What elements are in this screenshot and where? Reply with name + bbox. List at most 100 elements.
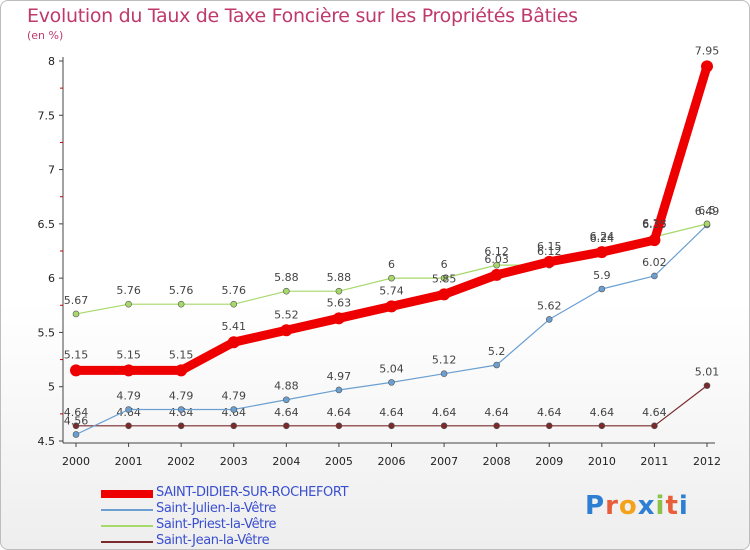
data-label: 4.79	[222, 390, 247, 403]
data-point	[440, 370, 448, 377]
data-point	[385, 300, 398, 313]
data-point	[177, 300, 185, 308]
data-label: 4.56	[64, 414, 89, 427]
series-line	[75, 224, 708, 436]
data-point	[125, 422, 132, 430]
data-point	[72, 422, 80, 430]
data-point	[283, 422, 290, 430]
data-label: 5.52	[274, 308, 299, 321]
legend-label: SAINT-DIDIER-SUR-ROCHEFORT	[156, 485, 349, 500]
data-point	[335, 287, 343, 295]
data-point	[280, 324, 293, 337]
data-label: 4.79	[169, 390, 194, 403]
data-label: 5.67	[64, 294, 89, 307]
data-label: 5.63	[327, 296, 352, 309]
data-point	[595, 246, 608, 259]
data-label: 4.64	[274, 406, 299, 419]
x-tick-label: 2005	[325, 455, 353, 468]
data-label: 6.5	[698, 204, 716, 217]
data-label: 6.24	[590, 232, 615, 245]
data-point	[125, 300, 132, 308]
data-label: 6.12	[537, 245, 562, 258]
data-point	[72, 310, 80, 318]
x-tick-label: 2012	[693, 455, 721, 468]
data-label: 4.64	[64, 406, 89, 419]
x-tick-label: 2010	[588, 455, 616, 468]
data-label: 5.76	[169, 284, 194, 297]
data-point	[177, 422, 185, 430]
data-label: 5.88	[274, 271, 299, 284]
data-point	[493, 361, 500, 369]
data-point	[70, 364, 82, 377]
y-tick-label: 4.5	[38, 435, 56, 448]
data-label: 6	[441, 258, 448, 271]
logo-letter: r	[605, 491, 619, 521]
data-point	[388, 274, 395, 282]
data-label: 5.85	[432, 272, 457, 285]
x-tick-label: 2008	[483, 455, 511, 468]
data-point	[490, 268, 503, 281]
data-label: 6.49	[695, 205, 720, 218]
data-label: 5.41	[222, 320, 247, 333]
data-point	[648, 234, 661, 247]
data-point	[703, 220, 711, 228]
data-point	[651, 422, 658, 430]
x-tick-label: 2004	[272, 455, 300, 468]
data-point	[545, 316, 553, 323]
data-point	[72, 431, 80, 438]
data-point	[440, 274, 448, 282]
series-line	[71, 61, 712, 375]
x-tick-label: 2002	[167, 455, 195, 468]
data-label: 4.88	[274, 380, 299, 393]
x-tick-label: 2003	[220, 455, 248, 468]
logo-letter: x	[637, 491, 656, 521]
data-point	[703, 382, 711, 389]
data-label: 7.95	[695, 44, 720, 57]
data-point	[388, 422, 395, 430]
legend-swatch	[101, 541, 153, 543]
data-point	[227, 336, 240, 349]
data-label: 6.02	[642, 256, 667, 269]
data-label: 5.74	[379, 284, 404, 297]
logo-letter: o	[618, 491, 638, 521]
data-point	[493, 261, 500, 269]
data-label: 4.64	[590, 406, 615, 419]
y-tick-label: 5	[48, 381, 55, 394]
logo-letter: P	[585, 491, 606, 521]
legend-label: Saint-Priest-la-Vêtre	[156, 517, 277, 532]
proxiti-logo[interactable]: Proxiti	[585, 491, 689, 521]
data-point	[332, 312, 345, 325]
data-label: 6	[388, 258, 395, 271]
data-label: 5.76	[222, 284, 247, 297]
x-tick-label: 2011	[640, 455, 668, 468]
data-label: 6.15	[537, 240, 562, 253]
data-point	[335, 386, 343, 394]
data-label: 5.62	[537, 299, 562, 312]
data-point	[440, 422, 448, 430]
data-point	[177, 406, 185, 413]
logo-letter: t	[665, 491, 679, 521]
logo-letter: i	[678, 491, 689, 521]
data-point	[122, 364, 135, 377]
data-label: 6.35	[642, 218, 667, 231]
y-tick-label: 7	[48, 164, 55, 177]
data-label: 5.15	[64, 348, 89, 361]
data-label: 5.76	[116, 284, 141, 297]
data-point	[598, 285, 606, 293]
data-point	[493, 422, 500, 430]
data-point	[230, 406, 238, 413]
data-label: 4.64	[432, 406, 457, 419]
data-point	[545, 422, 553, 430]
x-tick-label: 2007	[430, 455, 458, 468]
logo-letter: i	[655, 491, 666, 521]
x-tick-label: 2000	[62, 455, 90, 468]
data-label: 4.79	[116, 390, 141, 403]
data-label: 5.9	[593, 269, 611, 282]
data-label: 5.01	[695, 366, 720, 379]
data-label: 4.64	[642, 406, 667, 419]
data-label: 5.15	[116, 348, 141, 361]
data-point	[283, 287, 290, 295]
legend-label: Saint-Julien-la-Vêtre	[156, 501, 276, 516]
data-label: 6.03	[484, 253, 509, 266]
